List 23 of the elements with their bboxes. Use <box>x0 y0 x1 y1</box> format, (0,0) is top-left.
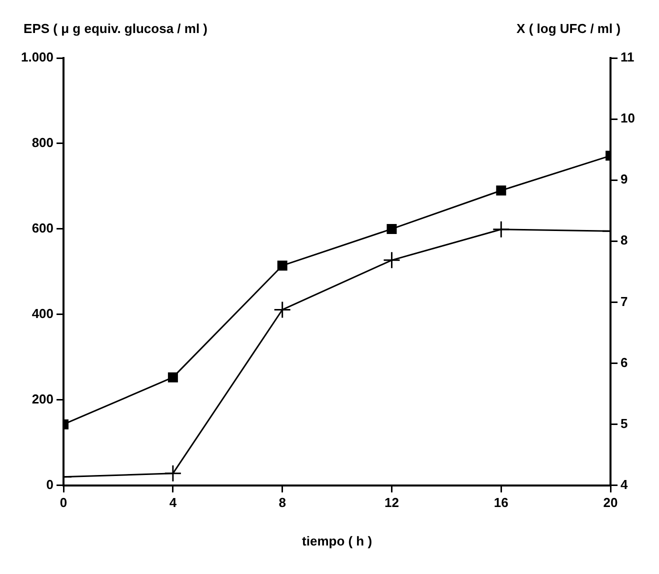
x-axis-title: tiempo ( h ) <box>302 533 372 548</box>
y2-tick-label: 9 <box>620 172 628 187</box>
y-tick-label: 1.000 <box>20 50 54 65</box>
x-tick-label: 4 <box>169 494 178 510</box>
y-tick-label: 600 <box>32 220 54 236</box>
y-tick-label: 200 <box>32 392 54 406</box>
y2-tick-label: 5 <box>620 416 628 431</box>
y-tick-label: 400 <box>32 306 54 322</box>
x-tick-label: 0 <box>60 494 68 510</box>
y2-tick-label: 6 <box>620 354 628 370</box>
y2-tick-label: 8 <box>620 232 628 248</box>
x-tick-label: 12 <box>384 494 399 510</box>
x-tick-label: 8 <box>278 494 286 510</box>
y2-tick-label: 10 <box>620 110 636 126</box>
x-tick-label: 20 <box>603 494 618 510</box>
y2-tick-label: 11 <box>620 50 634 65</box>
y-axis-title: EPS ( μ g equiv. glucosa / ml ) <box>24 21 208 36</box>
x-tick-label: 16 <box>494 494 508 510</box>
y-tick-label: 0 <box>46 476 54 492</box>
y2-tick-label: 4 <box>620 476 629 492</box>
y2-tick-label: 7 <box>620 294 628 309</box>
y2-axis-title: X ( log UFC / ml ) <box>516 21 621 36</box>
y-tick-label: 800 <box>32 135 54 150</box>
